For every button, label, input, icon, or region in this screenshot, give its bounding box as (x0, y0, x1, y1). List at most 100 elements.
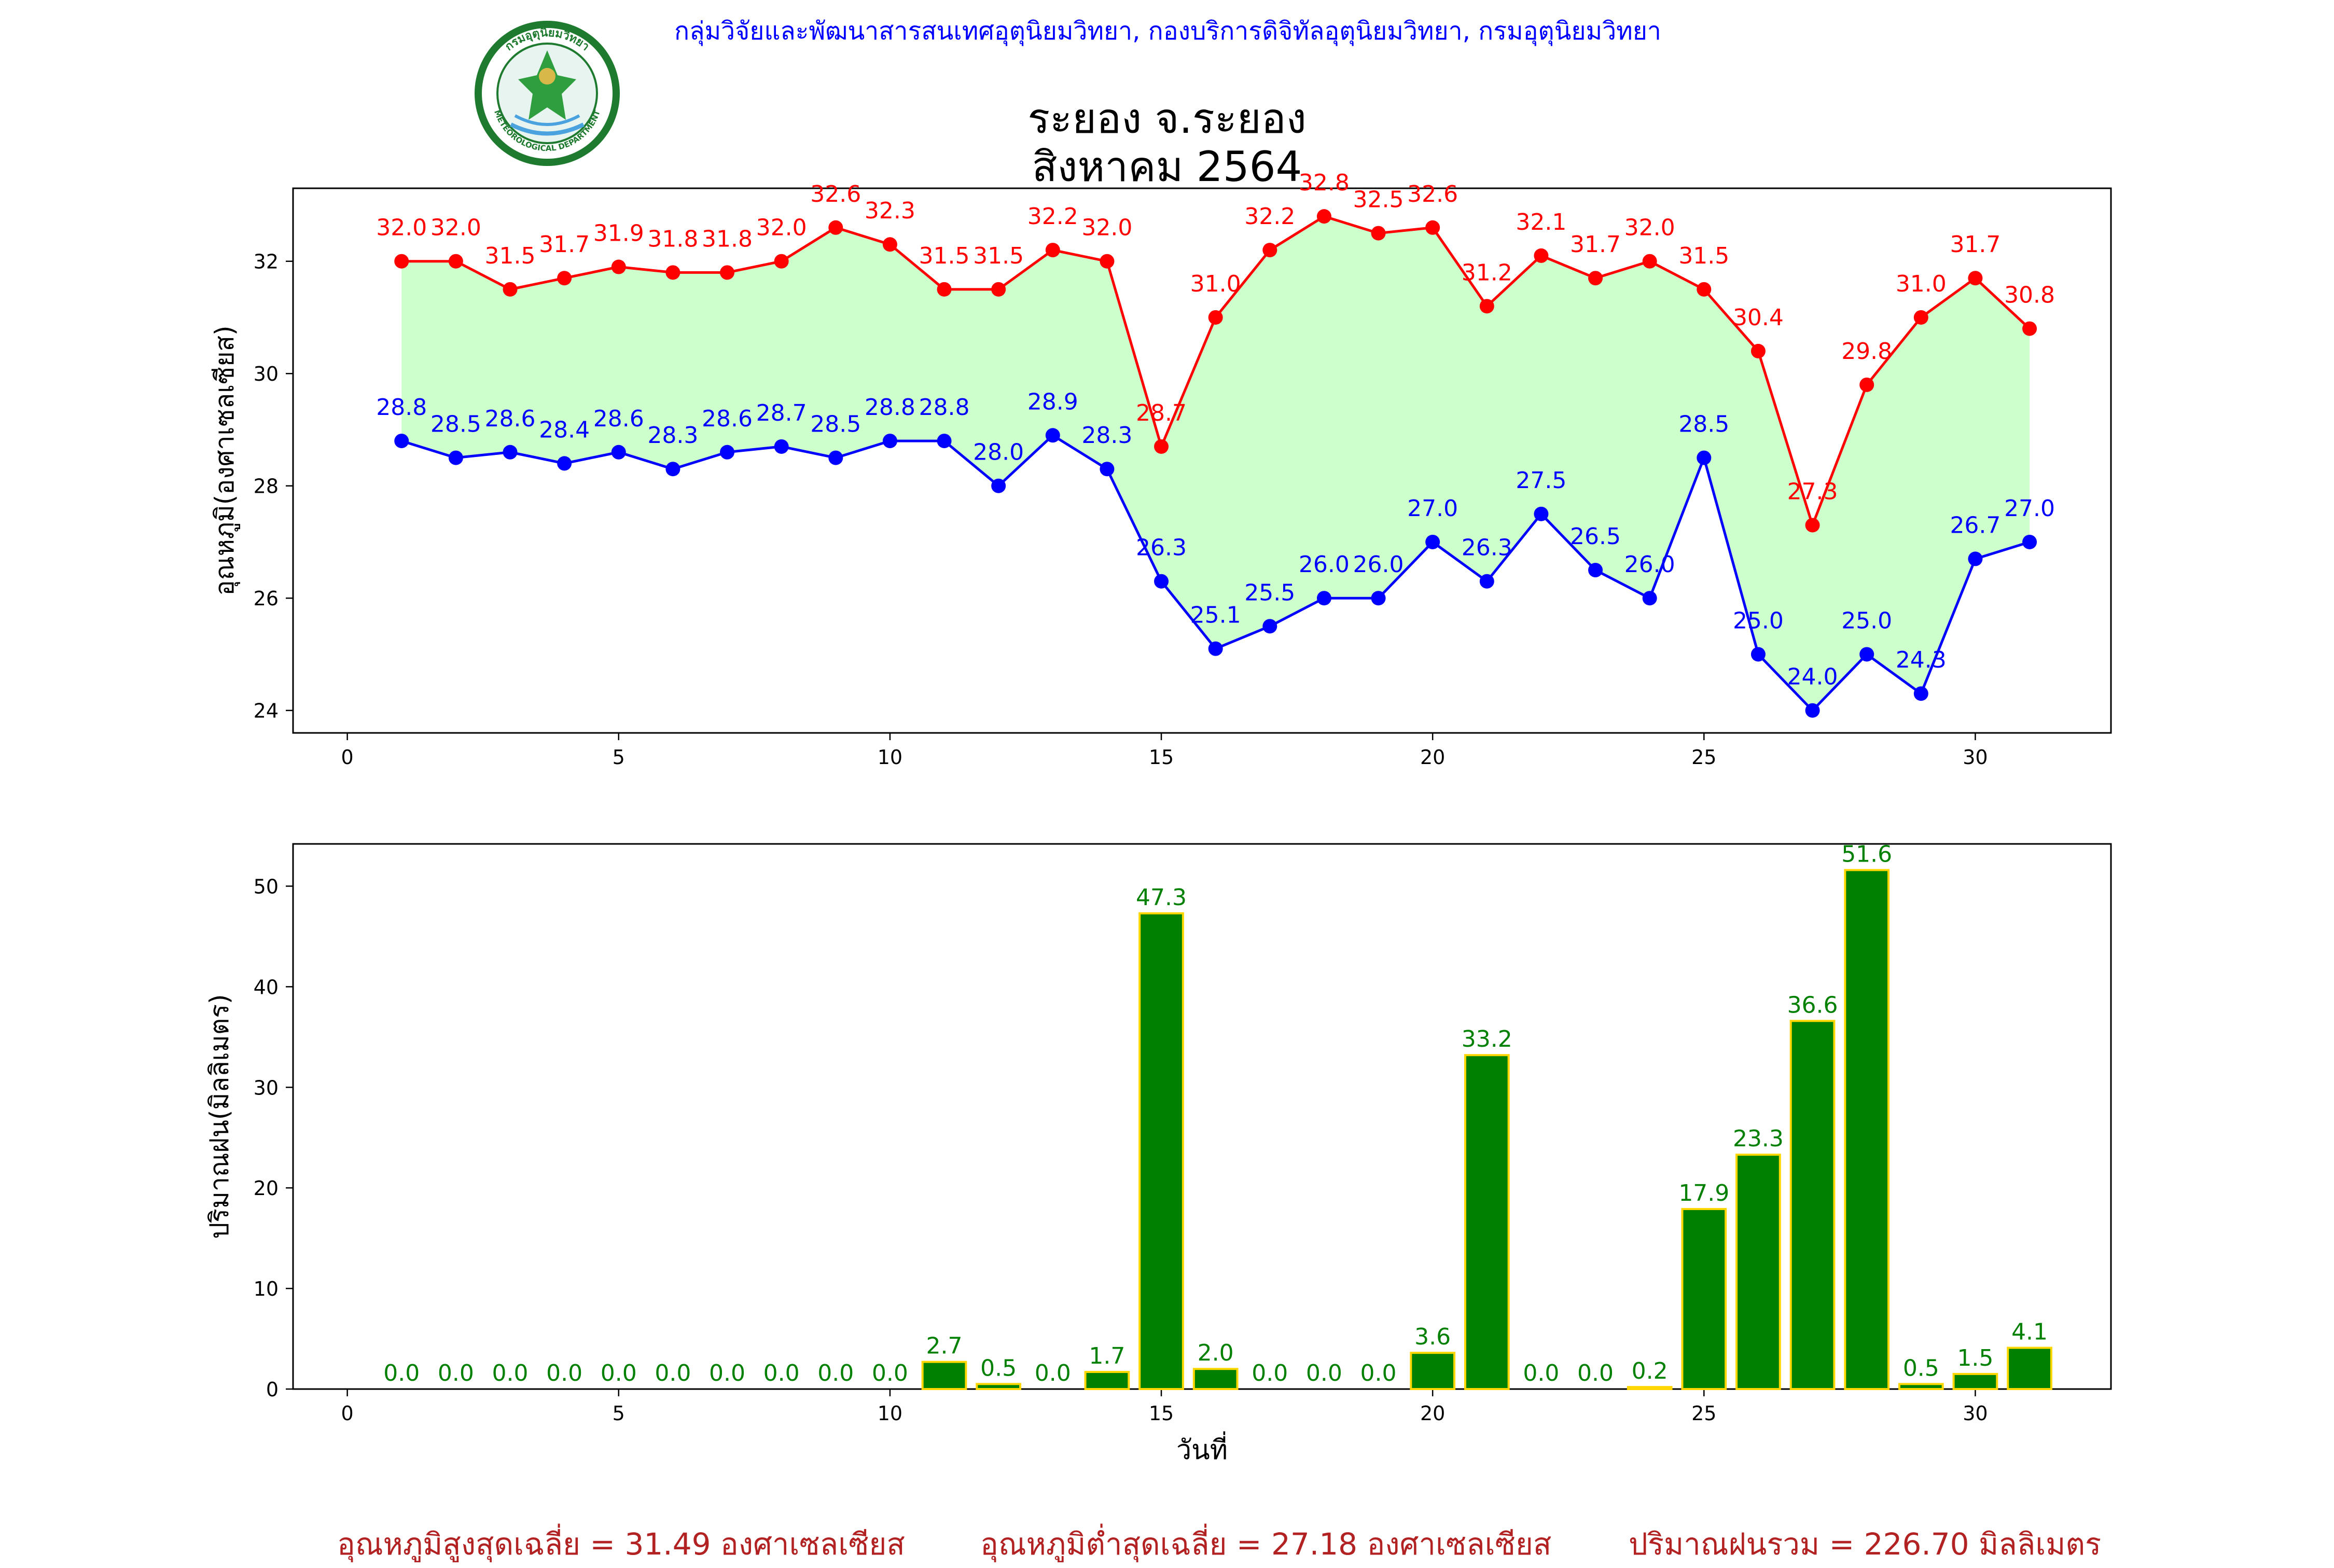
rain-bar (1138, 912, 1184, 1391)
min-temp-point (1316, 591, 1331, 606)
rain-bar (1844, 869, 1890, 1390)
x-tick-label: 5 (613, 746, 625, 769)
min-temp-point (665, 462, 680, 477)
max-temp-point (1479, 299, 1494, 314)
max-temp-data-label: 31.9 (593, 220, 644, 247)
min-temp-point (1968, 551, 1983, 566)
min-temp-point (448, 450, 463, 465)
rain-data-label: 4.1 (2011, 1319, 2048, 1345)
max-temp-point (1534, 248, 1549, 263)
min-temp-data-label: 26.0 (1353, 551, 1404, 578)
max-temp-data-label: 31.7 (539, 231, 590, 258)
max-temp-point (665, 265, 680, 280)
rain-data-label: 1.7 (1089, 1343, 1125, 1369)
max-temp-data-label: 32.6 (810, 181, 861, 207)
min-temp-point (394, 434, 409, 449)
max-temp-point (1913, 310, 1928, 325)
min-temp-point (1262, 619, 1277, 634)
rain-data-label: 33.2 (1462, 1026, 1512, 1052)
y-tick-label: 0 (266, 1378, 279, 1401)
min-temp-data-label: 25.5 (1244, 579, 1295, 606)
rain-data-label: 0.0 (383, 1360, 420, 1386)
rain-bar (1898, 1383, 1944, 1391)
min-temp-point (991, 478, 1006, 493)
max-temp-data-label: 32.0 (756, 215, 807, 241)
rain-data-label: 0.0 (709, 1360, 745, 1386)
min-temp-data-label: 28.3 (1081, 422, 1132, 449)
max-temp-data-label: 31.8 (702, 226, 753, 252)
max-temp-data-label: 31.5 (485, 243, 536, 269)
rain-data-label: 0.0 (1360, 1360, 1397, 1386)
max-temp-data-label: 31.0 (1896, 271, 1947, 297)
chart-title-station: ระยอง จ.ระยอง (1027, 94, 1307, 143)
rain-bar (1192, 1368, 1239, 1391)
y-tick-label: 30 (254, 363, 279, 385)
max-temp-point (991, 282, 1006, 297)
rain-data-label: 0.0 (1252, 1360, 1288, 1386)
rain-bar (1410, 1352, 1456, 1391)
rain-bar (1952, 1372, 1998, 1391)
max-temp-point (1045, 243, 1060, 258)
max-temp-point (720, 265, 735, 280)
max-temp-point (937, 282, 952, 297)
min-temp-point (882, 434, 897, 449)
min-temp-point (1479, 574, 1494, 589)
chart-title-month: สิงหาคม 2564 (1032, 143, 1302, 191)
department-logo: กรมอุตุนิยมวิทยา METEOROLOGICAL DEPARTME… (475, 21, 620, 166)
y-axis-label: อุณหภูมิ(องศาเซลเซียส) (210, 325, 240, 595)
rain-bar (2007, 1347, 2052, 1391)
rain-data-label: 0.0 (438, 1360, 474, 1386)
y-tick-label: 30 (254, 1076, 279, 1099)
rain-data-label: 1.5 (1957, 1345, 1993, 1371)
rain-bar (1735, 1154, 1781, 1390)
min-temp-point (557, 456, 572, 471)
min-temp-point (1697, 450, 1712, 465)
plot-frame-temperature (292, 187, 2112, 734)
y-tick-label: 40 (254, 976, 279, 998)
y-tick-label: 32 (254, 251, 279, 273)
max-temp-point (1154, 439, 1169, 454)
rain-bar (976, 1383, 1021, 1391)
max-temp-data-label: 32.2 (1244, 203, 1295, 230)
min-temp-point (1859, 647, 1874, 662)
max-temp-point (1859, 377, 1874, 392)
rain-data-label: 0.0 (817, 1360, 854, 1386)
min-temp-point (937, 434, 952, 449)
y-tick-label: 50 (254, 875, 279, 898)
max-temp-point (611, 259, 626, 274)
max-temp-data-label: 32.0 (1624, 215, 1675, 241)
avg-max-temp: อุณหภูมิสูงสุดเฉลี่ย = 31.49 องศาเซลเซีย… (337, 1527, 905, 1562)
max-temp-point (503, 282, 518, 297)
max-temp-data-label: 30.4 (1733, 304, 1784, 331)
max-temp-data-label: 27.3 (1787, 478, 1838, 505)
rain-bar (921, 1361, 967, 1390)
min-temp-point (1534, 506, 1549, 521)
rain-data-label: 2.7 (926, 1333, 963, 1359)
max-temp-data-label: 28.7 (1136, 400, 1187, 426)
max-temp-data-label: 32.0 (1081, 215, 1132, 241)
min-temp-point (720, 445, 735, 460)
rain-data-label: 0.5 (1903, 1355, 1939, 1381)
total-rainfall: ปริมาณฝนรวม = 226.70 มิลลิเมตร (1629, 1527, 2102, 1562)
max-temp-point (828, 220, 843, 235)
max-temp-point (394, 254, 409, 269)
min-temp-data-label: 28.5 (430, 411, 481, 438)
rain-data-label: 0.0 (601, 1360, 637, 1386)
rain-bar (1681, 1208, 1727, 1390)
max-temp-point (1968, 271, 1983, 286)
x-tick-label: 10 (878, 1402, 902, 1425)
y-tick-label: 28 (254, 475, 279, 498)
min-temp-data-label: 28.6 (702, 406, 753, 432)
min-temp-data-label: 25.0 (1733, 607, 1784, 634)
rain-data-label: 0.0 (763, 1360, 800, 1386)
x-tick-label: 15 (1149, 1402, 1174, 1425)
min-temp-data-label: 28.6 (593, 406, 644, 432)
rain-data-label: 0.0 (546, 1360, 582, 1386)
min-temp-point (774, 439, 789, 454)
plot-frame-rainfall (292, 843, 2112, 1390)
rain-data-label: 47.3 (1136, 884, 1187, 911)
rain-data-label: 23.3 (1733, 1126, 1784, 1152)
rain-data-label: 0.0 (872, 1360, 908, 1386)
max-temp-point (882, 237, 897, 252)
